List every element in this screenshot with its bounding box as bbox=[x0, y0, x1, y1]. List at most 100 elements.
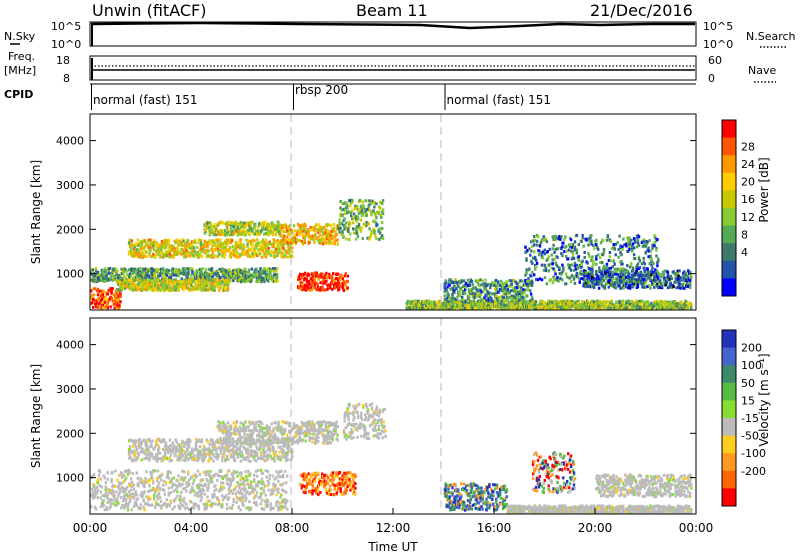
power-cell bbox=[331, 287, 334, 291]
power-cell bbox=[211, 275, 214, 279]
power-cell bbox=[232, 248, 236, 252]
power-cell bbox=[556, 300, 559, 304]
power-cell bbox=[254, 248, 257, 252]
power-cell bbox=[163, 288, 167, 292]
power-cell bbox=[96, 270, 100, 274]
power-cell bbox=[370, 201, 373, 205]
power-cell bbox=[225, 242, 228, 246]
power-cell bbox=[274, 233, 277, 236]
power-cell bbox=[666, 306, 670, 310]
power-cell bbox=[138, 267, 142, 271]
power-cell bbox=[262, 232, 266, 236]
power-cell bbox=[111, 287, 114, 291]
power-cell bbox=[316, 228, 319, 232]
power-cell bbox=[359, 229, 363, 233]
power-cell bbox=[563, 250, 566, 254]
power-cell bbox=[229, 241, 233, 245]
power-cell bbox=[282, 255, 285, 259]
power-cell bbox=[93, 287, 97, 291]
power-cell bbox=[99, 278, 103, 282]
power-cell bbox=[515, 299, 518, 303]
power-cell bbox=[581, 233, 584, 237]
freq-unit-label: [MHz] bbox=[4, 64, 36, 77]
power-cell bbox=[101, 293, 105, 296]
power-cell bbox=[481, 300, 484, 303]
power-cell bbox=[514, 296, 517, 300]
power-cell bbox=[226, 240, 229, 244]
power-cell bbox=[303, 236, 306, 240]
power-cell bbox=[637, 257, 641, 261]
power-cell bbox=[524, 273, 527, 277]
power-cell bbox=[131, 243, 135, 247]
power-cell bbox=[283, 239, 286, 242]
power-cell bbox=[318, 223, 321, 227]
power-cell bbox=[574, 267, 578, 271]
power-cell bbox=[191, 252, 194, 256]
power-cell bbox=[344, 272, 347, 276]
power-cell bbox=[425, 307, 428, 310]
power-cell bbox=[124, 276, 127, 280]
power-cell bbox=[512, 286, 515, 290]
power-cell bbox=[517, 300, 520, 304]
power-cell bbox=[572, 302, 575, 306]
power-cell bbox=[191, 288, 194, 292]
power-cell bbox=[118, 290, 121, 294]
power-cell bbox=[537, 253, 541, 257]
power-cell bbox=[619, 301, 622, 304]
power-cell bbox=[167, 287, 171, 291]
power-cell bbox=[494, 287, 497, 291]
power-cell bbox=[533, 302, 537, 305]
power-cell bbox=[300, 240, 304, 243]
power-cell bbox=[261, 238, 265, 242]
power-cell bbox=[313, 240, 316, 244]
power-cell bbox=[640, 262, 644, 266]
power-cell bbox=[252, 232, 255, 236]
cpid-segment-label: rbsp 200 bbox=[295, 83, 348, 97]
power-cell bbox=[189, 254, 192, 258]
power-cell bbox=[525, 257, 528, 261]
power-cell bbox=[177, 243, 180, 247]
power-cell bbox=[627, 249, 630, 253]
power-cell bbox=[619, 251, 622, 255]
power-cell bbox=[112, 293, 115, 297]
power-cell bbox=[221, 229, 224, 233]
power-cell bbox=[431, 305, 435, 308]
power-cell bbox=[256, 273, 259, 277]
power-cell bbox=[342, 280, 346, 284]
power-cell bbox=[257, 279, 260, 283]
power-cell bbox=[631, 249, 634, 253]
power-cell bbox=[308, 282, 312, 286]
power-cell bbox=[95, 280, 99, 283]
power-cell bbox=[249, 222, 252, 225]
power-cell bbox=[457, 294, 460, 298]
power-cell bbox=[621, 245, 624, 249]
power-cell bbox=[160, 250, 164, 254]
power-cell bbox=[106, 267, 109, 271]
power-cell bbox=[258, 244, 261, 248]
power-cell bbox=[418, 304, 421, 308]
power-cell bbox=[254, 270, 257, 274]
power-cell bbox=[466, 284, 470, 288]
power-cell bbox=[239, 225, 242, 229]
power-cell bbox=[516, 281, 519, 285]
power-cell bbox=[260, 270, 263, 274]
power-cell bbox=[625, 244, 628, 248]
power-cell bbox=[199, 245, 203, 249]
power-cell bbox=[236, 233, 239, 237]
power-cell bbox=[299, 226, 303, 229]
power-cell bbox=[460, 288, 463, 292]
power-cell bbox=[114, 267, 117, 271]
power-cell bbox=[343, 274, 347, 278]
power-cell bbox=[378, 212, 381, 216]
power-cell bbox=[254, 222, 257, 226]
power-cell bbox=[161, 278, 165, 282]
power-cell bbox=[491, 305, 494, 309]
power-cell bbox=[553, 257, 556, 261]
power-cell bbox=[526, 294, 529, 298]
power-cell bbox=[210, 271, 214, 274]
power-cell bbox=[513, 290, 516, 294]
power-cell bbox=[519, 289, 522, 293]
power-cell bbox=[144, 267, 147, 271]
power-cell bbox=[524, 288, 527, 292]
power-cell bbox=[517, 294, 520, 297]
